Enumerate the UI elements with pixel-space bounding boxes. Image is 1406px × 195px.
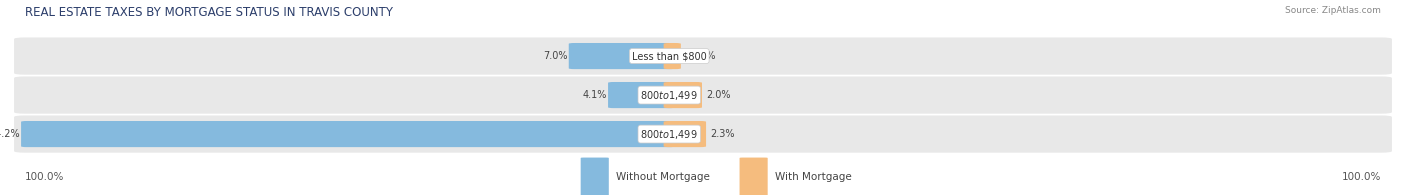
Text: 84.2%: 84.2% xyxy=(0,129,20,139)
Text: $800 to $1,499: $800 to $1,499 xyxy=(641,128,697,141)
FancyBboxPatch shape xyxy=(607,82,675,108)
FancyBboxPatch shape xyxy=(14,37,1392,75)
Text: 100.0%: 100.0% xyxy=(25,172,65,183)
FancyBboxPatch shape xyxy=(664,121,706,147)
Text: $800 to $1,499: $800 to $1,499 xyxy=(641,89,697,102)
Text: 7.0%: 7.0% xyxy=(543,51,568,61)
FancyBboxPatch shape xyxy=(21,121,675,147)
FancyBboxPatch shape xyxy=(14,115,1392,153)
Text: 4.1%: 4.1% xyxy=(582,90,606,100)
Text: REAL ESTATE TAXES BY MORTGAGE STATUS IN TRAVIS COUNTY: REAL ESTATE TAXES BY MORTGAGE STATUS IN … xyxy=(25,6,394,19)
Text: Source: ZipAtlas.com: Source: ZipAtlas.com xyxy=(1285,6,1381,15)
Text: With Mortgage: With Mortgage xyxy=(775,172,852,183)
Text: Less than $800: Less than $800 xyxy=(631,51,707,61)
Text: 0.44%: 0.44% xyxy=(685,51,716,61)
FancyBboxPatch shape xyxy=(740,158,768,195)
FancyBboxPatch shape xyxy=(569,43,675,69)
FancyBboxPatch shape xyxy=(581,158,609,195)
FancyBboxPatch shape xyxy=(664,82,702,108)
FancyBboxPatch shape xyxy=(664,43,681,69)
Text: 2.3%: 2.3% xyxy=(710,129,735,139)
FancyBboxPatch shape xyxy=(14,76,1392,114)
Text: Without Mortgage: Without Mortgage xyxy=(616,172,710,183)
Text: 100.0%: 100.0% xyxy=(1341,172,1381,183)
Text: 2.0%: 2.0% xyxy=(706,90,731,100)
